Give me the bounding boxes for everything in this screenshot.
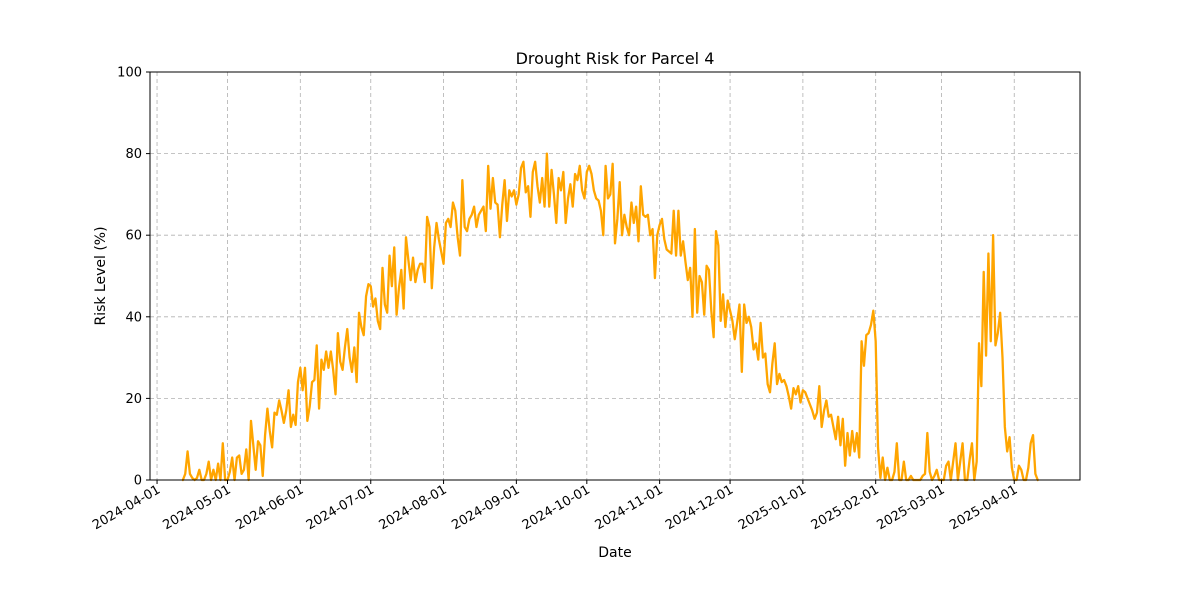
x-tick-label: 2024-10-01: [520, 482, 593, 533]
x-tick-label: 2024-07-01: [304, 482, 377, 533]
y-tick-label: 20: [125, 392, 142, 407]
y-tick-label: 80: [125, 147, 142, 162]
x-tick-label: 2025-01-01: [736, 482, 809, 533]
y-tick-label: 60: [125, 229, 142, 244]
x-tick-label: 2024-09-01: [449, 482, 522, 533]
x-tick-label: 2025-02-01: [809, 482, 882, 533]
x-axis-title: Date: [598, 545, 631, 561]
series-line: [181, 152, 1039, 482]
y-tick-label: 100: [117, 66, 142, 81]
x-tick-label: 2024-08-01: [377, 482, 450, 533]
grid-lines: [150, 71, 1080, 481]
x-tick-label: 2024-05-01: [161, 482, 234, 533]
x-tick-label: 2024-04-01: [90, 482, 163, 533]
x-tick-label: 2025-03-01: [875, 482, 948, 533]
plot-area-frame: [149, 71, 1081, 481]
x-tick-label: 2024-11-01: [593, 482, 666, 533]
x-tick-label: 2024-12-01: [663, 482, 736, 533]
y-tick-label: 40: [125, 310, 142, 325]
chart-title: Drought Risk for Parcel 4: [516, 49, 715, 68]
y-axis-title: Risk Level (%): [93, 226, 109, 325]
series-layer: [181, 152, 1039, 482]
y-tick-label: 0: [134, 474, 142, 489]
x-tick-label: 2024-06-01: [233, 482, 306, 533]
x-tick-label: 2025-04-01: [947, 482, 1020, 533]
